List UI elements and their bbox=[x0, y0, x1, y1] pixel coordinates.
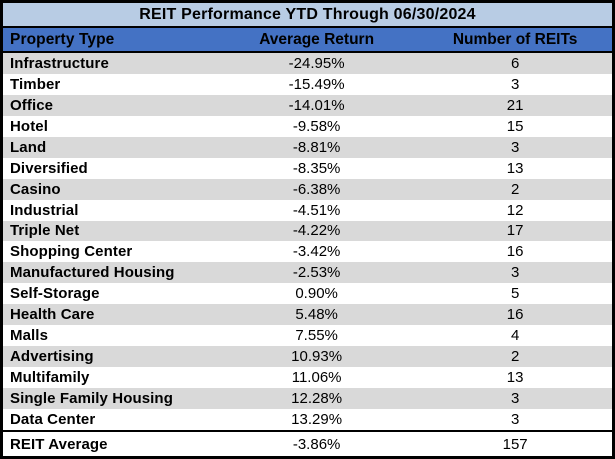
average-return-cell: -8.81% bbox=[292, 138, 341, 156]
average-return-cell: 7.55% bbox=[295, 327, 338, 345]
column-header-number-of-reits: Number of REITs bbox=[452, 30, 578, 48]
reit-count-cell: 2 bbox=[510, 348, 520, 366]
table-row: Infrastructure -24.95% 6 bbox=[3, 53, 612, 74]
property-type-cell: Triple Net bbox=[10, 222, 80, 240]
reit-count-cell: 16 bbox=[506, 243, 524, 261]
table-row: Casino -6.38% 2 bbox=[3, 178, 612, 200]
average-return-cell: -9.58% bbox=[292, 117, 341, 135]
table-row: Shopping Center -3.42% 16 bbox=[3, 241, 612, 263]
property-type-cell: Data Center bbox=[10, 410, 96, 428]
average-return-cell: -3.42% bbox=[292, 243, 341, 261]
average-return-cell: 11.06% bbox=[291, 369, 342, 387]
average-return-cell: -2.53% bbox=[292, 264, 341, 282]
property-type-cell: Malls bbox=[10, 327, 49, 345]
table-header-row: Property Type Average Return Number of R… bbox=[3, 28, 612, 53]
reit-count-cell: 3 bbox=[510, 138, 520, 156]
average-return-cell: -6.38% bbox=[292, 180, 341, 198]
property-type-cell: Advertising bbox=[10, 348, 94, 366]
average-return-cell: 10.93% bbox=[291, 348, 343, 366]
table-row: Land -8.81% 3 bbox=[3, 136, 612, 158]
reit-count-cell: 3 bbox=[510, 264, 520, 282]
table-row: Self-Storage 0.90% 5 bbox=[3, 283, 612, 305]
reit-count-cell: 15 bbox=[506, 117, 524, 135]
property-type-cell: Self-Storage bbox=[10, 285, 100, 303]
table-row: Office -14.01% 21 bbox=[3, 94, 612, 116]
property-type-cell: Multifamily bbox=[10, 369, 90, 387]
table-row: Single Family Housing 12.28% 3 bbox=[3, 388, 612, 409]
summary-row: REIT Average -3.86% 157 bbox=[3, 430, 612, 456]
property-type-cell: Diversified bbox=[10, 159, 88, 177]
property-type-cell: Manufactured Housing bbox=[10, 264, 175, 282]
reit-count-cell: 3 bbox=[510, 410, 520, 428]
property-type-cell: Shopping Center bbox=[10, 243, 133, 261]
reit-count-cell: 21 bbox=[506, 96, 524, 114]
average-return-cell: 12.28% bbox=[291, 389, 343, 407]
property-type-cell: Hotel bbox=[10, 117, 48, 135]
reit-count-cell: 16 bbox=[506, 306, 524, 324]
average-return-cell: 5.48% bbox=[295, 306, 338, 324]
reit-count-cell: 4 bbox=[510, 327, 520, 345]
property-type-cell: Office bbox=[10, 96, 54, 114]
average-return-cell: -15.49% bbox=[288, 75, 345, 93]
average-return-cell: -14.01% bbox=[288, 96, 345, 114]
column-header-average-return: Average Return bbox=[259, 30, 375, 48]
reit-count-cell: 17 bbox=[506, 222, 524, 240]
property-type-cell: Land bbox=[10, 138, 47, 156]
average-return-cell: 13.29% bbox=[291, 410, 343, 428]
property-type-cell: Infrastructure bbox=[10, 54, 109, 72]
property-type-cell: Industrial bbox=[10, 201, 79, 219]
average-return-cell: 0.90% bbox=[295, 285, 338, 303]
property-type-cell: Single Family Housing bbox=[10, 389, 173, 407]
reit-count-cell: 2 bbox=[510, 180, 520, 198]
table-row: Industrial -4.51% 12 bbox=[3, 199, 612, 221]
average-return-cell: -8.35% bbox=[292, 159, 341, 177]
reit-count-cell: 5 bbox=[510, 285, 520, 303]
table-row: Manufactured Housing -2.53% 3 bbox=[3, 262, 612, 284]
property-type-cell: Casino bbox=[10, 180, 61, 198]
table-body: Infrastructure -24.95% 6 Timber -15.49% … bbox=[3, 53, 612, 430]
table-row: Multifamily 11.06% 13 bbox=[3, 367, 612, 388]
reit-count-cell: 12 bbox=[506, 201, 524, 219]
reit-count-cell: 6 bbox=[510, 54, 520, 72]
table-title: REIT Performance YTD Through 06/30/2024 bbox=[3, 3, 612, 28]
summary-label: REIT Average bbox=[10, 435, 108, 453]
average-return-cell: -4.51% bbox=[292, 201, 341, 219]
table-row: Health Care 5.48% 16 bbox=[3, 304, 612, 326]
average-return-cell: -4.22% bbox=[292, 222, 341, 240]
reit-count-cell: 13 bbox=[506, 369, 524, 387]
reit-count-cell: 3 bbox=[510, 389, 520, 407]
reit-count-cell: 3 bbox=[510, 75, 520, 93]
property-type-cell: Health Care bbox=[10, 306, 95, 324]
table-row: Data Center 13.29% 3 bbox=[3, 408, 612, 430]
summary-reit-count: 157 bbox=[502, 435, 528, 453]
reit-count-cell: 13 bbox=[506, 159, 524, 177]
table-row: Timber -15.49% 3 bbox=[3, 73, 612, 95]
column-header-property-type: Property Type bbox=[10, 30, 115, 48]
summary-average-return: -3.86% bbox=[292, 435, 341, 453]
average-return-cell: -24.95% bbox=[288, 54, 345, 72]
property-type-cell: Timber bbox=[10, 75, 61, 93]
table-row: Diversified -8.35% 13 bbox=[3, 157, 612, 179]
table-row: Advertising 10.93% 2 bbox=[3, 346, 612, 368]
table-row: Hotel -9.58% 15 bbox=[3, 115, 612, 137]
table-row: Malls 7.55% 4 bbox=[3, 325, 612, 347]
table-row: Triple Net -4.22% 17 bbox=[3, 220, 612, 242]
